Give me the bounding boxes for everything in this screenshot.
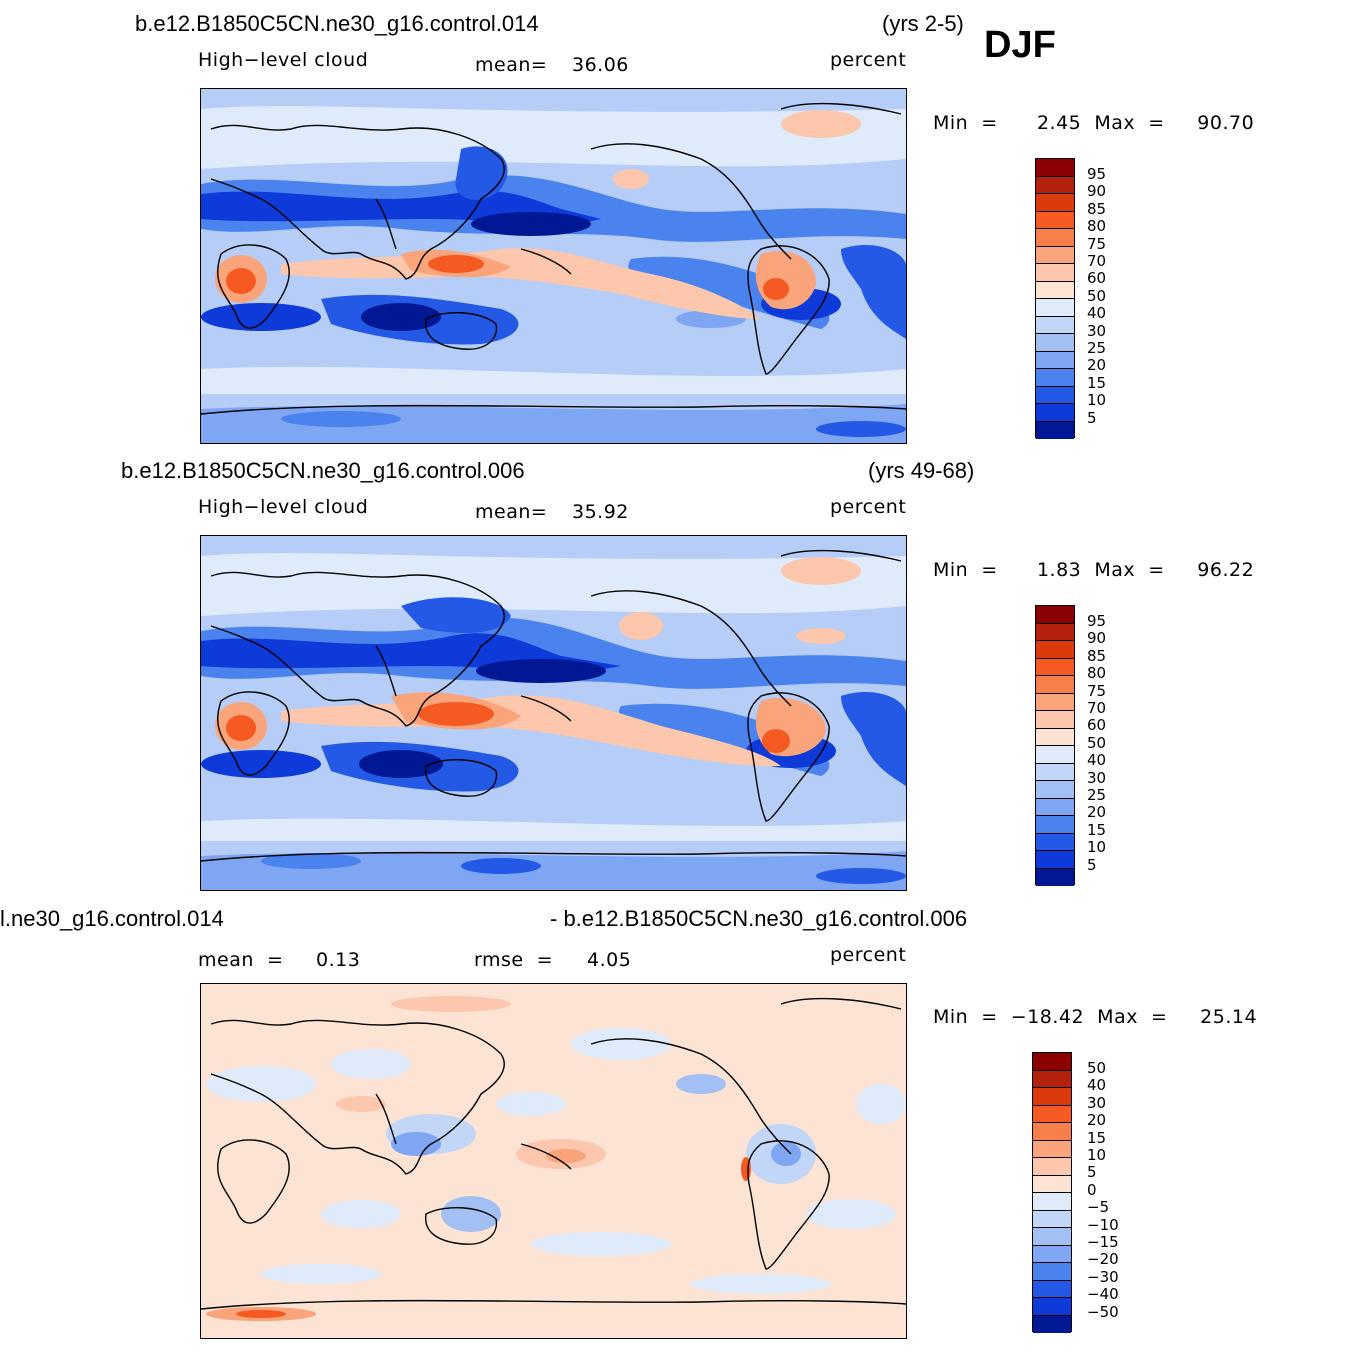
panel3-colorbar-labels: 50 40 30 20 15 10 5 0 −5 −10 −15 −20 −30 −40 −50 [1087, 1059, 1119, 1321]
colorbar-tick-label: 5 [1087, 855, 1097, 874]
colorbar-tick-label: 15 [1087, 373, 1107, 392]
panel3-case-name: l.ne30_g16.control.014 [0, 906, 224, 931]
panel1-years: (yrs 2-5) [882, 11, 964, 36]
panel1-map-field [201, 89, 906, 443]
panel3-map [200, 983, 907, 1339]
colorbar-tick-label: −10 [1087, 1215, 1119, 1234]
colorbar-tick-label: 95 [1087, 165, 1107, 183]
colorbar-tick-label: 20 [1087, 356, 1107, 375]
colorbar-tick-label: −15 [1087, 1233, 1119, 1252]
colorbar-tick-label: 30 [1087, 1093, 1107, 1112]
panel3-rmse-value: 4.05 [587, 949, 632, 971]
season-label: DJF [984, 24, 1056, 66]
colorbar-tick-label: 5 [1087, 1163, 1097, 1182]
colorbar-tick-label: 50 [1087, 1059, 1107, 1077]
colorbar-tick-label: 95 [1087, 612, 1107, 630]
panel3-case-name-2: - b.e12.B1850C5CN.ne30_g16.control.006 [550, 906, 968, 931]
colorbar-tick-label: −5 [1087, 1198, 1110, 1217]
colorbar-tick-label: 70 [1087, 699, 1107, 718]
panel2-colorbar-labels: 95 90 85 80 75 70 60 50 40 30 25 20 15 10 5 [1087, 612, 1107, 874]
colorbar-tick-label: 60 [1087, 269, 1107, 288]
colorbar-tick-label: 75 [1087, 234, 1107, 253]
colorbar-tick-label: 20 [1087, 803, 1107, 822]
colorbar-tick-label: 15 [1087, 1128, 1107, 1147]
colorbar-tick-label: 85 [1087, 646, 1107, 665]
colorbar-tick-label: 25 [1087, 339, 1107, 358]
panel1-case-name: b.e12.B1850C5CN.ne30_g16.control.014 [135, 11, 539, 36]
colorbar-tick-label: −40 [1087, 1285, 1119, 1304]
colorbar-tick-label: 80 [1087, 664, 1107, 683]
colorbar-tick-label: 60 [1087, 716, 1107, 735]
colorbar-tick-label: 90 [1087, 629, 1107, 648]
panel2-case-name: b.e12.B1850C5CN.ne30_g16.control.006 [121, 458, 525, 483]
panel2-map [200, 535, 907, 891]
panel2-min-max: Min = 1.83 Max = 96.22 [933, 559, 1255, 581]
colorbar-tick-label: 30 [1087, 321, 1107, 340]
colorbar-tick-label: 75 [1087, 681, 1107, 700]
colorbar-tick-label: 30 [1087, 768, 1107, 787]
colorbar-tick-label: 0 [1087, 1180, 1097, 1199]
panel3-map-field [201, 984, 906, 1338]
colorbar-tick-label: 50 [1087, 733, 1107, 752]
colorbar-tick-label: −30 [1087, 1267, 1119, 1286]
colorbar-tick-label: −50 [1087, 1302, 1119, 1321]
colorbar-tick-label: 25 [1087, 786, 1107, 805]
panel1-min-max: Min = 2.45 Max = 90.70 [933, 112, 1255, 134]
panel2-years: (yrs 49-68) [868, 458, 975, 483]
colorbar-tick-label: 40 [1087, 304, 1107, 323]
colorbar-tick-label: 10 [1087, 1146, 1107, 1165]
colorbar-tick-label: 40 [1087, 1076, 1107, 1095]
colorbar-tick-label: 5 [1087, 408, 1097, 427]
panel1-mean-label: mean= [475, 54, 548, 76]
panel3-min-max: Min = −18.42 Max = 25.14 [933, 1006, 1258, 1028]
colorbar-tick-label: 50 [1087, 286, 1107, 305]
colorbar-tick-label: −20 [1087, 1250, 1119, 1269]
colorbar-tick-label: 10 [1087, 391, 1107, 410]
panel2-units: percent [830, 496, 907, 518]
panel1-mean-value: 36.06 [572, 54, 629, 76]
colorbar-tick-label: 85 [1087, 199, 1107, 218]
panel3-mean-label: mean = [198, 949, 284, 971]
colorbar-tick-label: 10 [1087, 838, 1107, 857]
panel3-mean-value: 0.13 [316, 949, 361, 971]
panel2-mean-value: 35.92 [572, 501, 629, 523]
colorbar-tick-label: 90 [1087, 182, 1107, 201]
colorbar-tick-label: 70 [1087, 252, 1107, 271]
panel1-variable-label: High−level cloud [198, 49, 369, 71]
colorbar-tick-label: 20 [1087, 1111, 1107, 1130]
panel2-map-field [201, 536, 906, 890]
colorbar-tick-label: 15 [1087, 820, 1107, 839]
panel1-colorbar [1035, 158, 1075, 439]
panel2-colorbar [1035, 605, 1075, 886]
panel3-units: percent [830, 944, 907, 966]
panel3-colorbar [1032, 1052, 1072, 1333]
panel2-mean-label: mean= [475, 501, 548, 523]
colorbar-tick-label: 40 [1087, 751, 1107, 770]
panel1-units: percent [830, 49, 907, 71]
panel3-rmse-label: rmse = [474, 949, 554, 971]
panel1-colorbar-labels: 95 90 85 80 75 70 60 50 40 30 25 20 15 10 5 [1087, 165, 1107, 427]
panel1-map [200, 88, 907, 444]
colorbar-tick-label: 80 [1087, 217, 1107, 236]
panel2-variable-label: High−level cloud [198, 496, 369, 518]
